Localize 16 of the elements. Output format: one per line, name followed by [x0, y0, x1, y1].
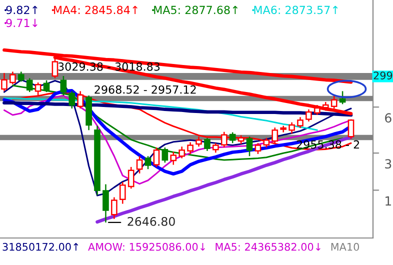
legend-label: 9.82↑ [6, 6, 38, 14]
legend-label: 9.71↓ [6, 18, 38, 28]
annotation: 2646.80 [128, 216, 175, 226]
band-label: 2968.52 - 2957.12 [94, 85, 196, 94]
text: 299 [374, 72, 392, 80]
legend-label: MA6: 2873.57↑ [254, 6, 338, 14]
legend-label: MA4: 2845.84↑ [54, 6, 138, 14]
text: 6 [385, 113, 392, 123]
text: 31850172.00↑ [2, 242, 78, 251]
text: AMOW: 15925086.00↓ [88, 242, 205, 251]
text: MA5: 24365382.00↓ [216, 242, 320, 251]
band-label: 3029.38 - 3018.83 [58, 62, 160, 71]
text: 3 [385, 159, 392, 169]
text: MA10 [331, 242, 360, 251]
text: 1 [386, 196, 391, 206]
legend-label: MA5: 2877.68↑ [154, 6, 238, 14]
